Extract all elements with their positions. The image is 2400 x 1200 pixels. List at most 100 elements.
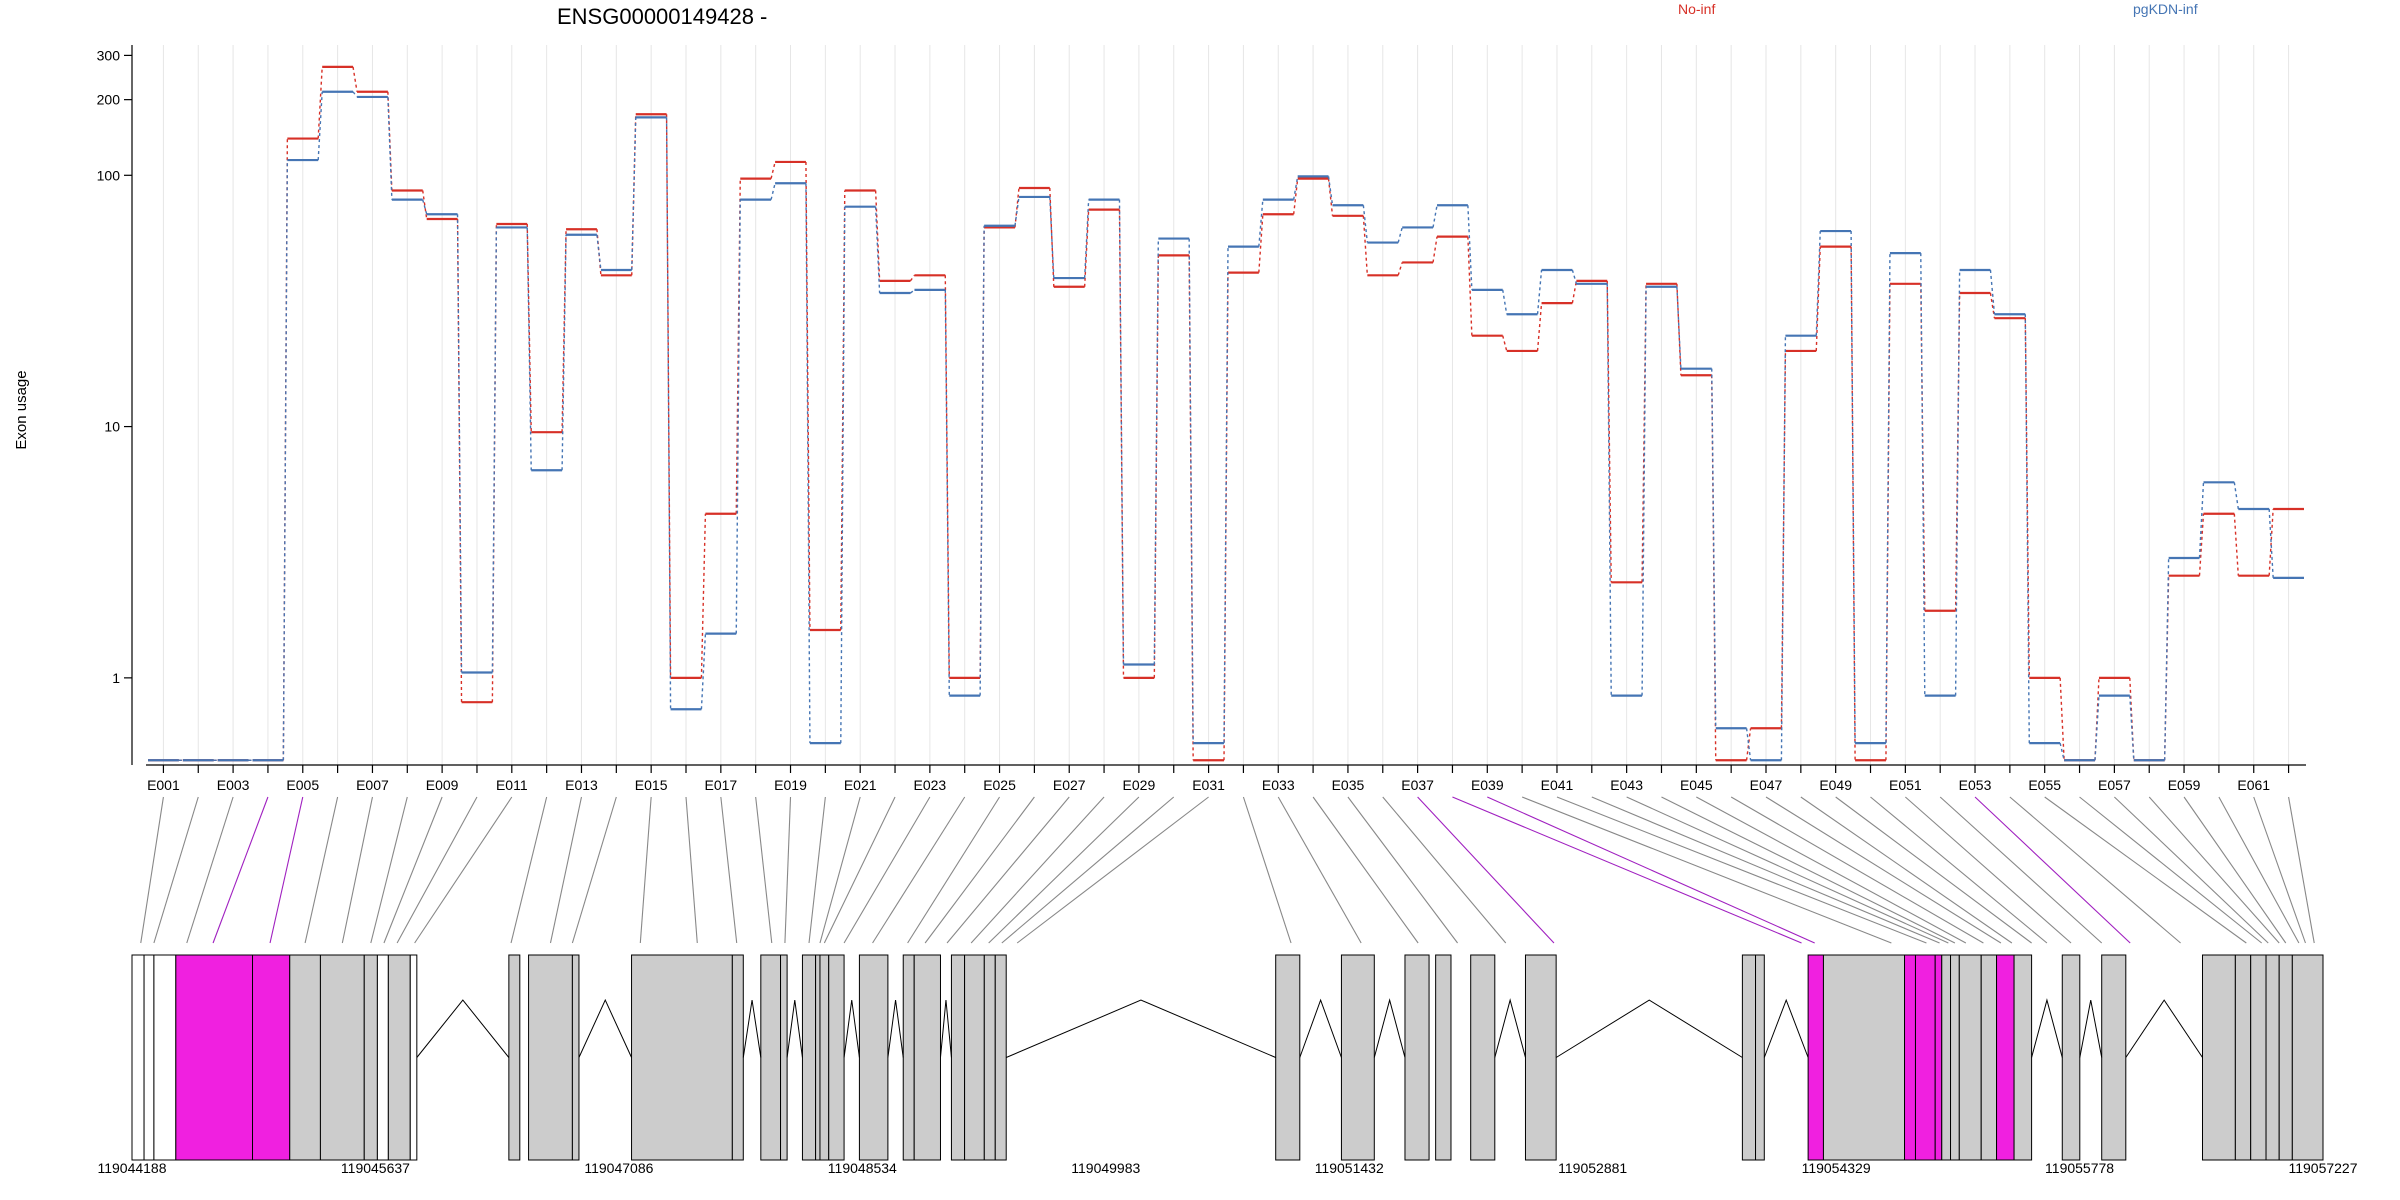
exon-block	[363, 954, 378, 1161]
series-connector	[1014, 196, 1020, 226]
series-connector	[770, 183, 776, 200]
exon-block	[571, 954, 580, 1161]
exon-connector-line	[988, 796, 1140, 944]
exon-block	[1822, 954, 1906, 1161]
exon-block	[153, 954, 177, 1161]
series-connector	[1432, 205, 1438, 228]
series-connector	[665, 117, 672, 710]
intron-line	[1763, 998, 1809, 1058]
series-connector	[422, 190, 428, 220]
x-tick-label: E055	[2028, 777, 2061, 793]
exon-connectors	[140, 796, 2315, 944]
x-tick-label: E059	[2168, 777, 2201, 793]
exon-connector-line	[1347, 796, 1458, 944]
exon-connector-line	[1312, 796, 1419, 944]
exon-connector-line	[396, 796, 478, 944]
series-connector	[1606, 283, 1612, 696]
series-connector	[1049, 187, 1055, 287]
series-connector	[282, 160, 289, 761]
exon-connector-line	[1904, 796, 2072, 944]
exon-connector-line	[1730, 796, 1984, 944]
intron-line	[742, 1000, 762, 1058]
series-connector	[2129, 695, 2135, 761]
series-connector	[1536, 269, 1543, 315]
exon-connector-line	[2218, 796, 2300, 944]
exon-connector-line	[383, 796, 443, 944]
exon-block	[387, 954, 411, 1161]
exon-block	[289, 954, 321, 1161]
exon-block	[1470, 954, 1496, 1161]
axes: 1 10 100 200 300 E001 E003 E005 E007 E009 E011 E013…	[97, 45, 2306, 793]
x-tick-label: E033	[1262, 777, 1295, 793]
x-tick-label: E027	[1053, 777, 1086, 793]
series-connector	[1362, 205, 1369, 243]
exon-connector-line	[304, 796, 339, 944]
series-connector	[1954, 269, 1961, 696]
exon-block	[2013, 954, 2033, 1161]
exon-block	[815, 954, 821, 1161]
series-connector	[1049, 196, 1055, 279]
x-tick-label: E025	[983, 777, 1016, 793]
series-connector	[1397, 227, 1403, 243]
exon-block	[1950, 954, 1960, 1161]
series-connector	[735, 199, 741, 634]
series-connector	[1502, 289, 1508, 315]
exon-connector-line	[2253, 796, 2306, 944]
series-connector	[1571, 280, 1578, 304]
series-connector	[840, 190, 846, 631]
series-connector	[874, 206, 881, 294]
exon-connector-line	[1417, 796, 1555, 944]
series-connector	[1780, 335, 1787, 761]
series-connector	[526, 227, 532, 471]
series-connector	[387, 96, 393, 200]
exon-block	[1980, 954, 1998, 1161]
exon-connector-line	[1696, 796, 1967, 944]
exon-connector-line	[970, 796, 1105, 944]
series-connector	[1780, 350, 1787, 729]
y-tick-label: 200	[97, 92, 121, 108]
intron-line	[1373, 998, 1406, 1058]
x-tick-label: E041	[1541, 777, 1574, 793]
series-connector	[422, 199, 428, 215]
exon-block	[994, 954, 1007, 1161]
series-connector	[2163, 557, 2170, 761]
x-tick-label: E045	[1680, 777, 1713, 793]
x-tick-label: E053	[1959, 777, 1992, 793]
series-connector	[909, 274, 916, 282]
series-connector	[2198, 482, 2205, 559]
series-connector	[1815, 246, 1821, 351]
intron-line	[2079, 1000, 2103, 1058]
series-connector	[352, 91, 358, 98]
series-connector	[1641, 286, 1647, 696]
series-connector	[1223, 246, 1229, 744]
series-connector	[491, 227, 498, 673]
intron-line	[1299, 998, 1342, 1058]
exon-connector-line	[1016, 796, 1209, 944]
x-tick-label: E047	[1750, 777, 1783, 793]
exon-connector-line	[823, 796, 896, 944]
exon-connector-line	[1382, 796, 1507, 944]
exon-block	[2291, 954, 2324, 1161]
exon-block	[1941, 954, 1952, 1161]
exon-block	[2201, 954, 2236, 1161]
exon-connector-line	[2114, 796, 2269, 944]
series-connector	[1118, 209, 1125, 678]
series-connector	[596, 234, 602, 271]
y-axis-label: Exon usage	[13, 370, 30, 449]
exon-connector-line	[341, 796, 373, 944]
series-connector	[1711, 368, 1717, 729]
exon-connector-line	[1974, 796, 2131, 944]
series-connector	[1467, 236, 1473, 336]
x-tick-label: E001	[147, 777, 180, 793]
exon-block-highlighted	[1934, 954, 1943, 1161]
y-tick-label: 10	[104, 419, 120, 435]
exon-block	[780, 954, 788, 1161]
x-tick-label: E003	[217, 777, 250, 793]
exon-connector-line	[2288, 796, 2315, 944]
exon-block	[409, 954, 418, 1161]
chart-title: ENSG00000149428 -	[557, 4, 767, 29]
exon-block	[376, 954, 389, 1161]
exon-connector-line	[2009, 796, 2181, 944]
exon-block	[760, 954, 782, 1161]
series-connector	[1083, 199, 1090, 279]
